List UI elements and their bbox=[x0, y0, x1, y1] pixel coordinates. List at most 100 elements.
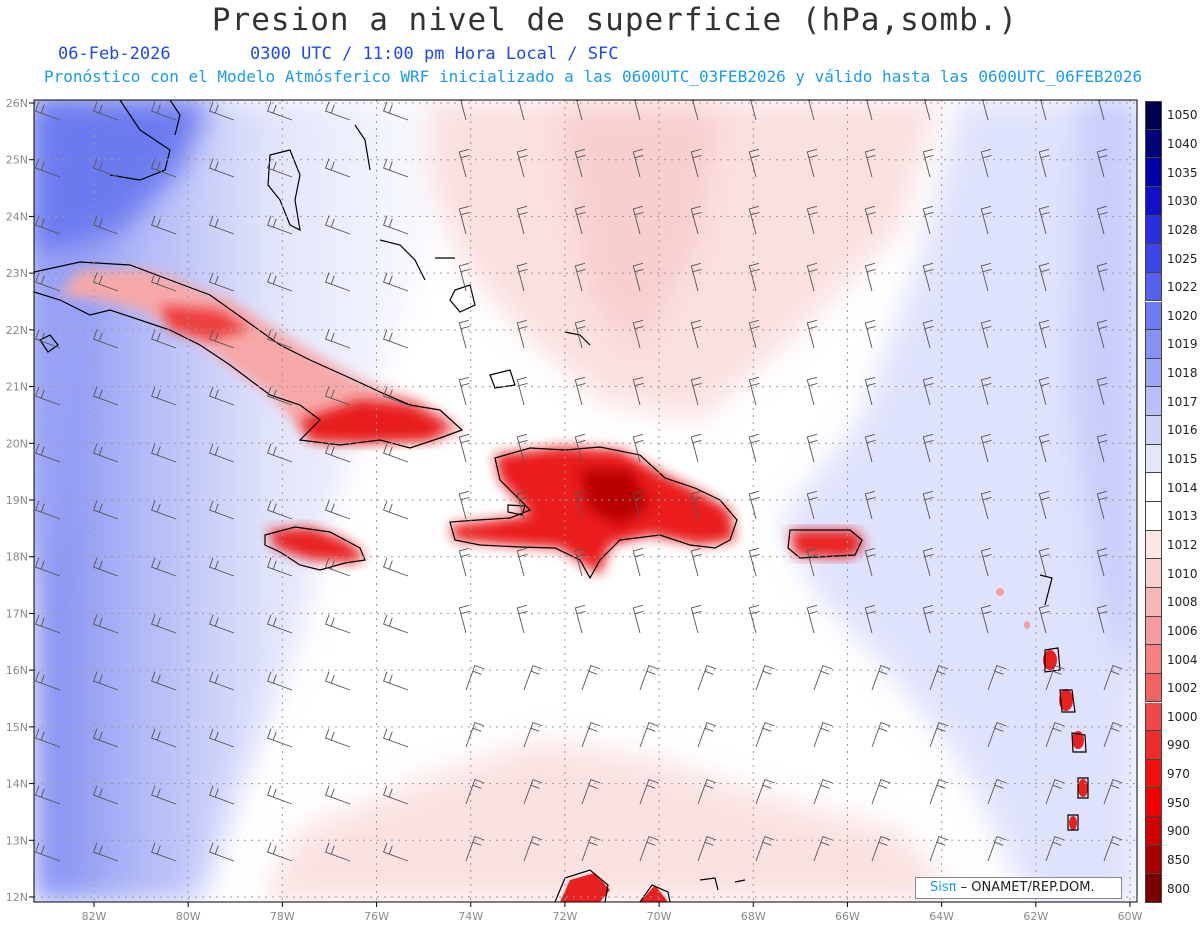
wind-barbs bbox=[35, 100, 1123, 862]
map-title: Presion a nivel de superficie (hPa,somb.… bbox=[211, 2, 1019, 38]
wind-barb bbox=[209, 215, 235, 235]
wind-barb bbox=[151, 272, 177, 292]
wind-barb bbox=[748, 376, 760, 406]
colorbar-label: 1014 bbox=[1167, 480, 1198, 495]
wind-barb bbox=[383, 215, 409, 235]
wind-barb bbox=[151, 614, 177, 634]
colorbar-swatch bbox=[1145, 244, 1162, 273]
wind-barb bbox=[697, 779, 717, 805]
wind-barb bbox=[516, 547, 528, 577]
wind-barb bbox=[209, 386, 235, 406]
wind-barb bbox=[929, 722, 949, 748]
wind-barb bbox=[755, 836, 775, 862]
lat-lon-grid bbox=[34, 100, 1137, 902]
wind-barb bbox=[581, 722, 601, 748]
colorbar-label: 1000 bbox=[1167, 709, 1198, 724]
wind-barb bbox=[574, 376, 586, 406]
wind-barb bbox=[1096, 433, 1108, 463]
wind-barb bbox=[806, 319, 818, 349]
wind-barb bbox=[93, 614, 119, 634]
wind-barb bbox=[325, 386, 351, 406]
wind-barb bbox=[813, 722, 833, 748]
credit-box: Sisπ – ONAMET/REP.DOM. bbox=[915, 877, 1122, 899]
colorbar-label: 900 bbox=[1167, 824, 1190, 839]
wind-barb bbox=[209, 614, 235, 634]
wind-barb bbox=[93, 329, 119, 349]
latitude-label: 13N bbox=[6, 834, 28, 847]
wind-barb bbox=[151, 785, 177, 805]
colorbar-swatch bbox=[1145, 186, 1162, 216]
wind-barb bbox=[465, 836, 485, 862]
wind-barb bbox=[1038, 433, 1050, 463]
wind-barb bbox=[209, 158, 235, 178]
colorbar-label: 1004 bbox=[1167, 652, 1198, 667]
latitude-label: 19N bbox=[6, 494, 28, 507]
wind-barb bbox=[267, 329, 293, 349]
wind-barb bbox=[516, 319, 528, 349]
wind-barb bbox=[93, 101, 119, 121]
wind-barb bbox=[325, 728, 351, 748]
wind-barb bbox=[690, 547, 702, 577]
wind-barb bbox=[35, 842, 61, 862]
latitude-label: 16N bbox=[6, 664, 28, 677]
wind-barb bbox=[209, 785, 235, 805]
latitude-label: 21N bbox=[6, 381, 28, 394]
wind-barb bbox=[267, 215, 293, 235]
wind-barb bbox=[574, 319, 586, 349]
wind-barb bbox=[325, 671, 351, 691]
wind-barb bbox=[93, 215, 119, 235]
wind-barb bbox=[516, 433, 528, 463]
wind-barb bbox=[581, 779, 601, 805]
wind-barb bbox=[639, 836, 659, 862]
wind-barb bbox=[748, 319, 760, 349]
wind-barb bbox=[267, 557, 293, 577]
wind-barb bbox=[267, 101, 293, 121]
wind-barb bbox=[690, 319, 702, 349]
wind-barb bbox=[632, 376, 644, 406]
latitude-label: 15N bbox=[6, 721, 28, 734]
wind-barb bbox=[151, 386, 177, 406]
wind-barb bbox=[267, 728, 293, 748]
model-info: Pronóstico con el Modelo Atmósferico WRF… bbox=[44, 67, 1143, 86]
colorbar-swatch bbox=[1145, 702, 1162, 732]
colorbar-label: 990 bbox=[1167, 738, 1190, 753]
wind-barb bbox=[864, 433, 876, 463]
wind-barb bbox=[806, 376, 818, 406]
wind-barb bbox=[458, 262, 470, 292]
colorbar-swatch bbox=[1145, 444, 1162, 474]
longitude-label: 70W bbox=[647, 910, 672, 923]
colorbar-label: 800 bbox=[1167, 881, 1190, 896]
wind-barb bbox=[574, 490, 586, 520]
wind-barb bbox=[383, 500, 409, 520]
wind-barb bbox=[458, 433, 470, 463]
wind-barb bbox=[755, 779, 775, 805]
pressure-colorbar: 1050 1040 1035 1030 1028 1025 1022 1020 1019 1018… bbox=[1145, 101, 1200, 903]
colorbar-swatch bbox=[1145, 101, 1162, 130]
wind-barb bbox=[574, 148, 586, 178]
colorbar-swatch bbox=[1145, 530, 1162, 560]
wind-barb bbox=[1045, 665, 1065, 691]
wind-barb bbox=[325, 215, 351, 235]
longitude-label: 74W bbox=[458, 910, 483, 923]
colorbar-swatch bbox=[1145, 416, 1162, 445]
wind-barb bbox=[632, 319, 644, 349]
wind-barb bbox=[987, 836, 1007, 862]
wind-barb bbox=[871, 722, 891, 748]
colorbar-label: 1040 bbox=[1167, 136, 1198, 151]
wind-barb bbox=[574, 547, 586, 577]
wind-barb bbox=[325, 272, 351, 292]
colorbar-swatch bbox=[1145, 874, 1162, 903]
wind-barb bbox=[980, 433, 992, 463]
colorbar-swatch bbox=[1145, 616, 1162, 646]
longitude-label: 62W bbox=[1023, 910, 1048, 923]
wind-barb bbox=[632, 148, 644, 178]
wind-barb bbox=[690, 205, 702, 235]
wind-barb bbox=[267, 785, 293, 805]
wind-barb bbox=[209, 728, 235, 748]
wind-barb bbox=[980, 490, 992, 520]
colorbar-label: 950 bbox=[1167, 795, 1190, 810]
wind-barb bbox=[1038, 604, 1050, 634]
wind-barb bbox=[922, 490, 934, 520]
wind-barb bbox=[325, 101, 351, 121]
